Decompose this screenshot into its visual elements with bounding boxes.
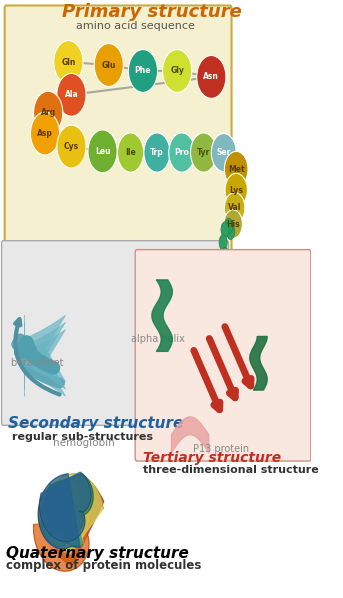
Text: Tertiary structure: Tertiary structure [143,451,281,465]
Text: His: His [226,219,240,228]
FancyBboxPatch shape [2,240,228,425]
Circle shape [221,248,229,263]
Text: Lys: Lys [229,185,243,194]
FancyArrowPatch shape [25,322,66,389]
Ellipse shape [88,130,117,173]
Ellipse shape [224,151,248,187]
Text: Gly: Gly [170,66,184,75]
Ellipse shape [169,133,195,172]
Polygon shape [39,472,91,542]
Text: complex of protein molecules: complex of protein molecules [6,559,202,572]
Ellipse shape [118,133,144,172]
Text: Glu: Glu [102,60,116,69]
Ellipse shape [144,133,170,172]
Text: Trp: Trp [150,148,164,157]
FancyBboxPatch shape [135,249,311,461]
Text: Arg: Arg [40,108,56,117]
Ellipse shape [224,193,245,224]
Text: Met: Met [228,164,245,174]
Ellipse shape [54,41,83,84]
Text: Phe: Phe [135,66,151,75]
Text: Quaternary structure: Quaternary structure [6,545,189,560]
Circle shape [221,222,229,237]
Text: Ser: Ser [216,148,231,157]
FancyBboxPatch shape [5,5,232,291]
Ellipse shape [31,112,60,155]
Text: Cys: Cys [64,142,79,151]
Polygon shape [38,483,90,543]
Text: Leu: Leu [95,147,110,156]
Text: Asn: Asn [203,72,219,81]
Ellipse shape [94,44,123,87]
Ellipse shape [128,50,157,93]
Polygon shape [38,474,80,548]
Text: alpha helix: alpha helix [131,334,185,344]
Text: Ala: Ala [64,90,78,99]
Ellipse shape [190,133,217,172]
FancyArrowPatch shape [21,342,54,368]
Ellipse shape [57,74,86,116]
Text: P13 protein: P13 protein [192,444,249,454]
Text: Ile: Ile [125,148,136,157]
Text: amino acid sequence: amino acid sequence [76,22,195,31]
Polygon shape [45,478,104,565]
Text: three-dimensional structure: three-dimensional structure [143,465,319,475]
Text: Tyr: Tyr [197,148,210,157]
FancyArrowPatch shape [25,315,66,382]
Circle shape [225,251,233,267]
Polygon shape [49,474,103,554]
Polygon shape [41,486,83,547]
Circle shape [227,224,235,240]
Ellipse shape [34,91,63,134]
FancyArrowPatch shape [25,329,66,396]
Polygon shape [39,481,83,548]
Text: Secondary structure: Secondary structure [8,416,183,431]
Polygon shape [46,474,93,535]
Polygon shape [34,520,91,571]
Ellipse shape [57,125,86,168]
Text: Val: Val [228,203,241,212]
Text: Asp: Asp [37,129,53,138]
Ellipse shape [163,50,192,93]
Ellipse shape [224,210,243,239]
Circle shape [219,235,227,250]
Text: Gln: Gln [61,57,75,66]
Ellipse shape [225,173,247,207]
Text: hemoglobin: hemoglobin [53,438,115,448]
Text: regular sub-structures: regular sub-structures [12,432,153,442]
Text: Pro: Pro [174,148,189,157]
Circle shape [225,218,233,234]
Text: beta sheet: beta sheet [11,358,63,368]
Ellipse shape [211,133,236,172]
Text: Primary structure: Primary structure [62,4,242,22]
Ellipse shape [197,56,226,98]
